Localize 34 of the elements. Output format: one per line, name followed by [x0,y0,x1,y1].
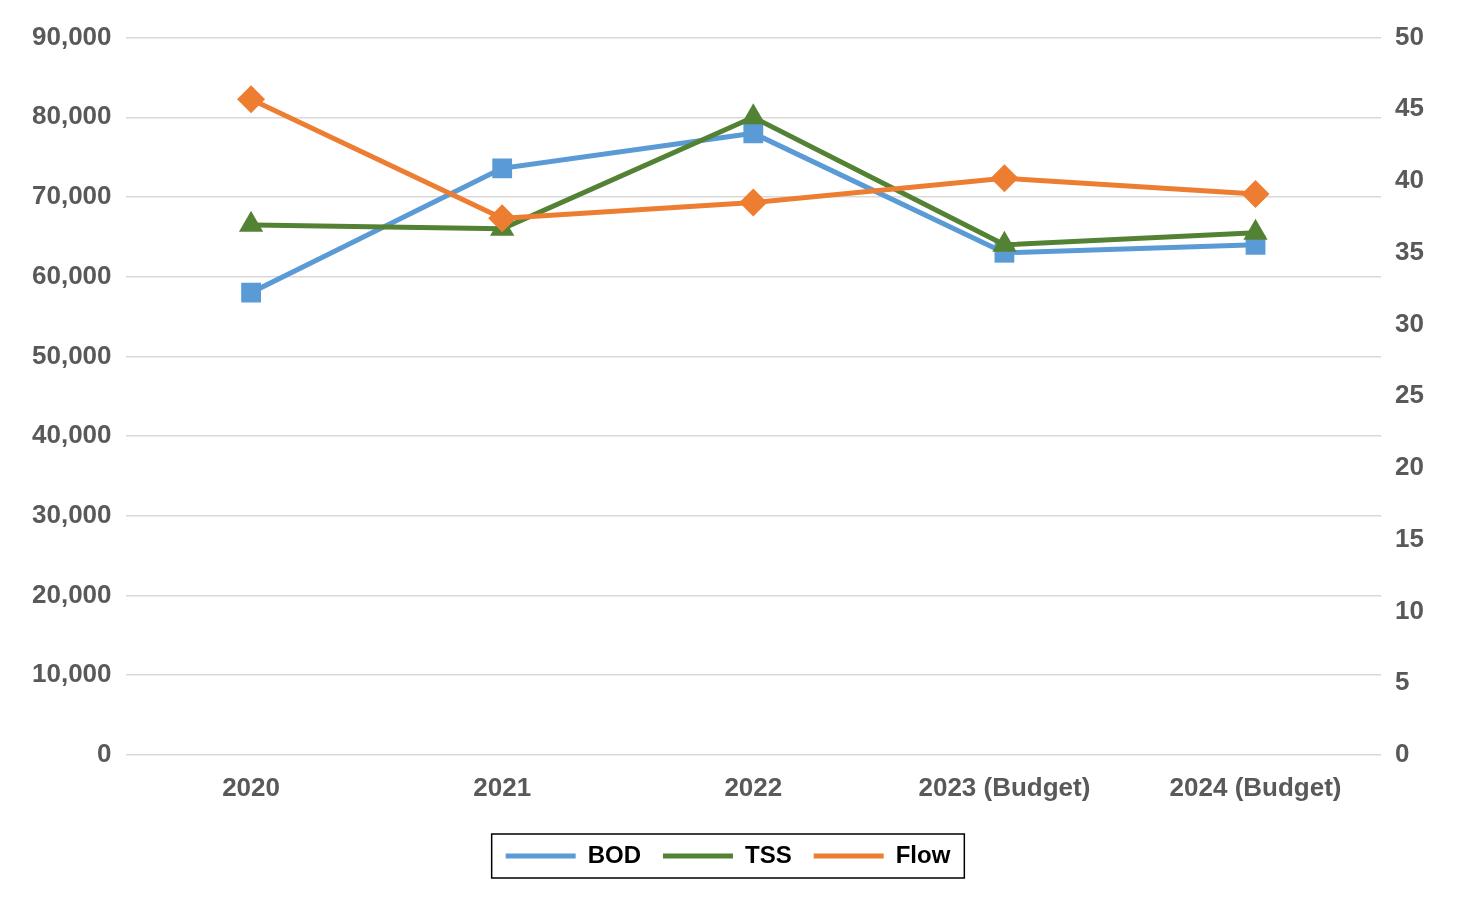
point [990,164,1019,193]
y-tick-label: 70,000 [31,180,112,211]
x-tick-label: 2020 [222,771,280,802]
x-tick-label: 2021 [473,771,532,802]
y-tick-label: 0 [97,737,112,768]
legend-label: BOD [587,840,642,868]
y2-tick-label: 40 [1395,164,1424,195]
y2-tick-label: 50 [1395,20,1424,51]
point [739,188,768,217]
y2-tick-label: 0 [1395,737,1410,768]
y-tick-label: 10,000 [31,658,112,689]
y2-tick-label: 5 [1395,666,1410,697]
y-tick-label: 30,000 [31,498,112,529]
point [237,85,266,114]
y2-tick-label: 45 [1395,92,1424,123]
y-tick-label: 20,000 [31,578,112,609]
legend-label: Flow [895,840,951,868]
y2-tick-label: 35 [1395,235,1424,266]
y2-tick-label: 10 [1395,594,1424,625]
y-tick-label: 60,000 [31,259,112,290]
x-tick-label: 2024 (Budget) [1169,771,1342,802]
y2-tick-label: 20 [1395,451,1424,482]
y-tick-label: 90,000 [31,20,112,51]
x-tick-label: 2022 [724,771,783,802]
y-tick-label: 50,000 [31,339,112,370]
legend-label: TSS [745,840,792,868]
y2-tick-label: 15 [1395,522,1424,553]
y-tick-label: 80,000 [31,100,112,131]
y2-tick-label: 30 [1395,307,1424,338]
y-tick-label: 40,000 [31,419,112,450]
point [488,204,517,233]
point [1241,179,1270,208]
x-tick-label: 2023 (Budget) [918,771,1091,802]
y2-tick-label: 25 [1395,379,1424,410]
